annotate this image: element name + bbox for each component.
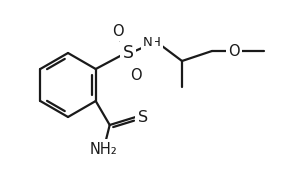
Text: O: O (130, 67, 142, 83)
Text: O: O (228, 43, 240, 58)
Text: S: S (138, 110, 148, 125)
Text: O: O (112, 24, 124, 39)
Text: NH₂: NH₂ (90, 142, 118, 157)
Text: H: H (151, 37, 161, 49)
Text: S: S (122, 44, 133, 62)
Text: N: N (143, 37, 153, 49)
